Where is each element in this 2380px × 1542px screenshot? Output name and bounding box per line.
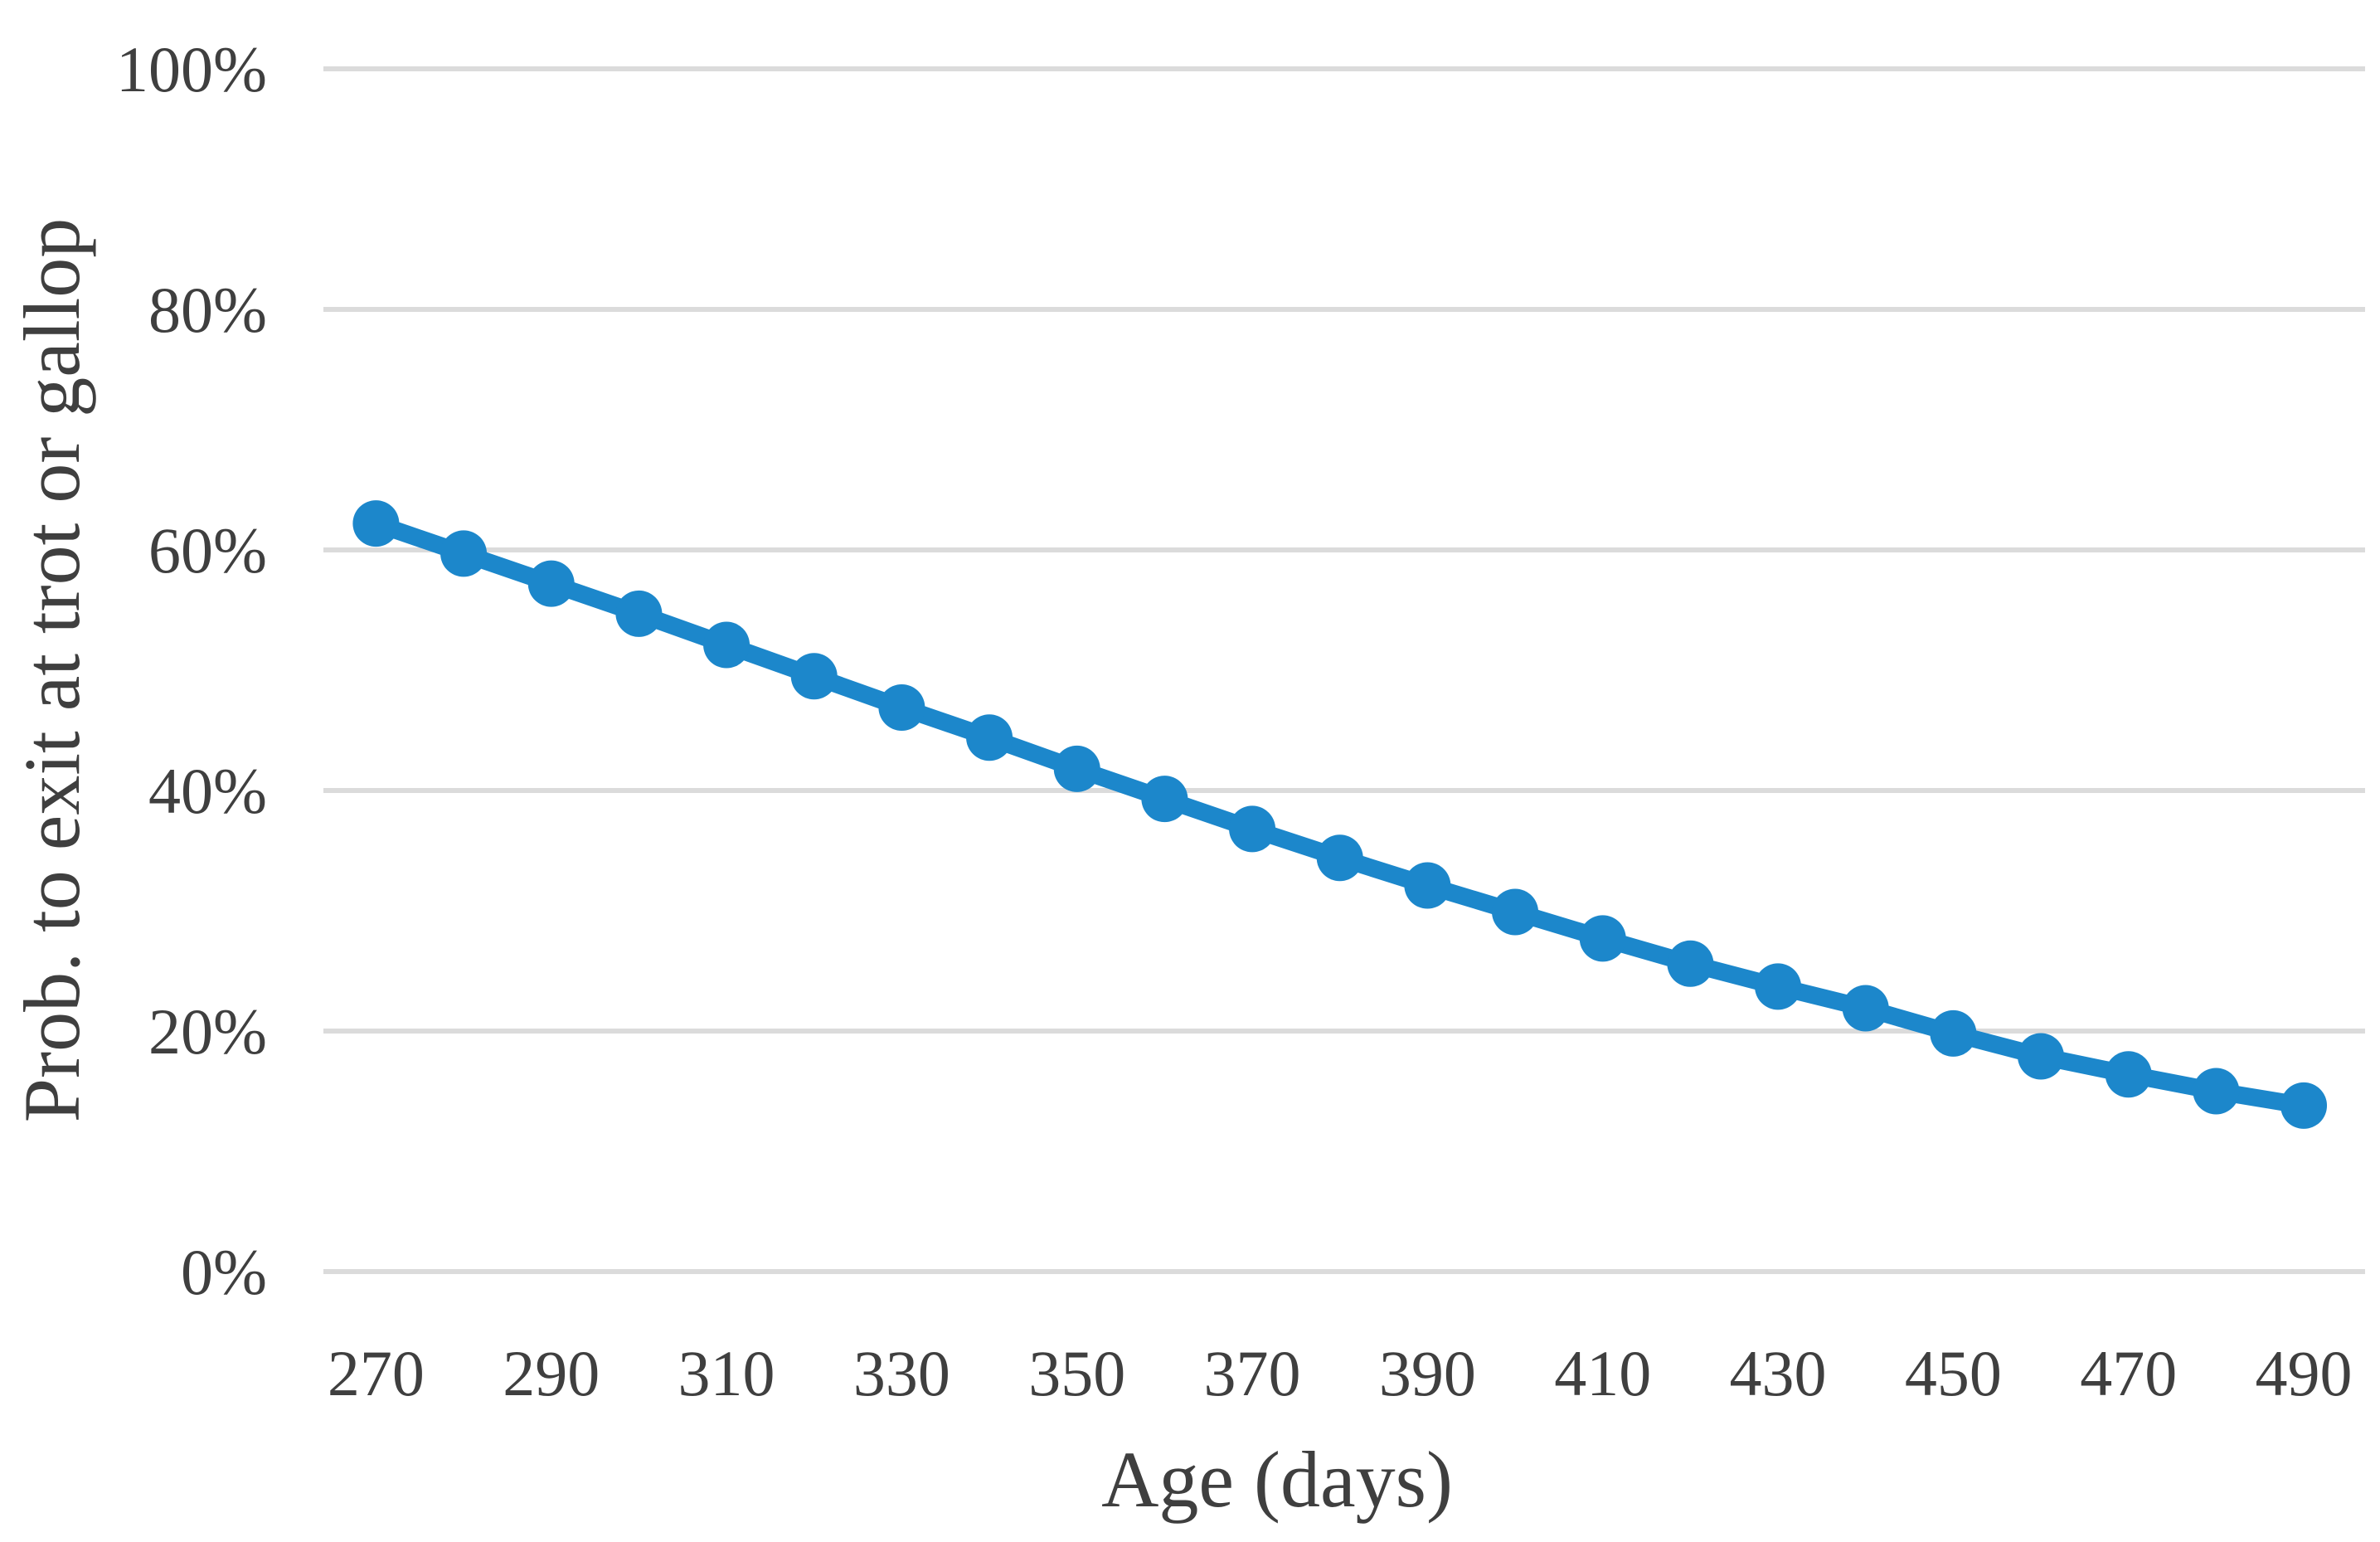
- data-point-marker: [703, 621, 750, 669]
- x-tick-label: 370: [1204, 1337, 1301, 1409]
- series-line: [367, 514, 2313, 1115]
- y-axis-tick-labels: 0% 20% 40% 60% 80% 100%: [116, 33, 267, 1308]
- y-tick-label: 0%: [181, 1236, 267, 1308]
- data-point-marker: [1229, 805, 1276, 853]
- data-point-marker: [1053, 745, 1100, 792]
- data-point-marker: [1842, 985, 1889, 1032]
- x-tick-label: 350: [1028, 1337, 1125, 1409]
- data-point-marker: [440, 530, 488, 577]
- x-tick-label: 490: [2256, 1337, 2353, 1409]
- data-point-marker: [878, 683, 925, 731]
- data-point-marker: [1141, 776, 1188, 823]
- data-point-marker: [2105, 1051, 2152, 1098]
- gridlines: [323, 66, 2365, 1274]
- x-axis-tick-labels: 270 290 310 330 350 370 390 410 430 450 470 490: [328, 1337, 2353, 1409]
- data-point-marker: [966, 714, 1013, 761]
- x-tick-label: 330: [853, 1337, 950, 1409]
- y-tick-label: 40%: [148, 755, 267, 827]
- y-tick-label: 100%: [116, 33, 267, 105]
- x-tick-label: 430: [1730, 1337, 1827, 1409]
- data-point-marker: [1316, 834, 1363, 882]
- y-tick-label: 20%: [148, 995, 267, 1068]
- x-tick-label: 310: [678, 1337, 775, 1409]
- x-tick-label: 390: [1379, 1337, 1476, 1409]
- data-point-marker: [1404, 862, 1451, 909]
- data-point-marker: [527, 560, 575, 607]
- x-tick-label: 290: [503, 1337, 600, 1409]
- y-tick-label: 80%: [148, 274, 267, 346]
- data-point-marker: [2018, 1033, 2065, 1080]
- y-tick-label: 60%: [148, 514, 267, 586]
- x-tick-label: 450: [1905, 1337, 2002, 1409]
- x-tick-label: 270: [328, 1337, 425, 1409]
- data-point-marker: [352, 500, 400, 547]
- x-tick-label: 470: [2080, 1337, 2177, 1409]
- series-group: [352, 500, 2328, 1129]
- x-axis-title: Age (days): [1101, 1435, 1453, 1524]
- data-point-marker: [1755, 963, 1802, 1010]
- data-point-marker: [1492, 888, 1539, 936]
- data-point-marker: [2280, 1082, 2328, 1129]
- x-tick-label: 410: [1554, 1337, 1651, 1409]
- data-point-marker: [1930, 1009, 1977, 1057]
- data-point-marker: [1579, 915, 1626, 962]
- y-axis-title: Prob. to exit at trot or gallop: [7, 218, 96, 1123]
- data-point-marker: [2193, 1068, 2240, 1115]
- data-point-marker: [1667, 940, 1714, 987]
- data-point-marker: [790, 653, 838, 700]
- data-point-marker: [615, 590, 663, 637]
